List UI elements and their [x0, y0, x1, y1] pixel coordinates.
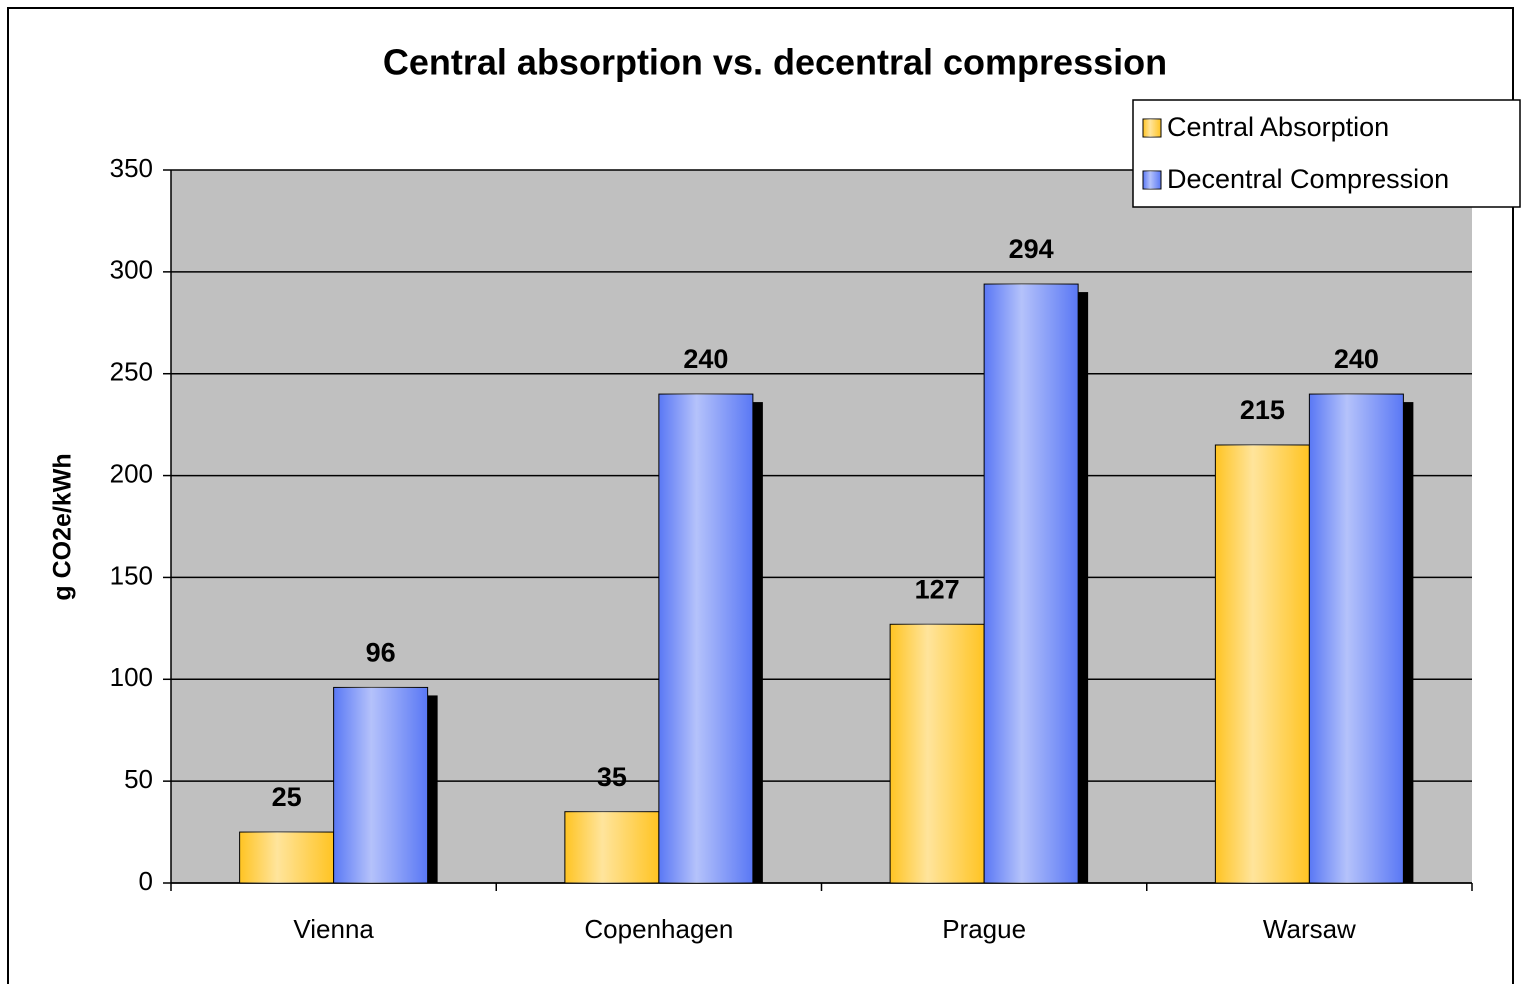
bar-highlight — [564, 811, 659, 883]
bar-highlight — [984, 284, 1079, 884]
y-tick-label: 0 — [139, 866, 153, 896]
legend-label: Central Absorption — [1167, 112, 1389, 142]
bar-highlight — [239, 832, 334, 883]
chart-title: Central absorption vs. decentral compres… — [383, 42, 1167, 83]
data-label: 25 — [272, 782, 302, 812]
data-label: 127 — [915, 574, 960, 604]
legend-swatch-highlight — [1143, 119, 1161, 137]
y-tick-label: 100 — [110, 662, 153, 692]
y-tick-label: 250 — [110, 357, 153, 387]
x-tick-label: Vienna — [293, 914, 374, 944]
data-label: 96 — [366, 638, 396, 668]
legend-box — [1132, 99, 1521, 208]
bar-highlight — [1215, 445, 1310, 883]
y-tick-label: 150 — [110, 560, 153, 590]
data-label: 240 — [1334, 344, 1379, 374]
x-tick-label: Prague — [942, 914, 1026, 944]
legend-label: Decentral Compression — [1167, 164, 1449, 194]
bar-highlight — [658, 394, 753, 883]
y-tick-label: 300 — [110, 255, 153, 285]
y-tick-label: 50 — [124, 764, 153, 794]
legend-swatch-highlight — [1143, 171, 1161, 189]
y-tick-label: 200 — [110, 458, 153, 488]
bar-highlight — [333, 687, 428, 883]
y-axis-label: g CO2e/kWh — [49, 453, 77, 600]
x-tick-label: Warsaw — [1263, 914, 1356, 944]
data-label: 215 — [1240, 395, 1285, 425]
bar-highlight — [1309, 394, 1404, 883]
data-label: 35 — [597, 762, 627, 792]
data-label: 294 — [1009, 234, 1054, 264]
y-tick-label: 350 — [110, 153, 153, 183]
bar-highlight — [890, 624, 985, 883]
x-tick-label: Copenhagen — [584, 914, 733, 944]
data-label: 240 — [683, 344, 728, 374]
